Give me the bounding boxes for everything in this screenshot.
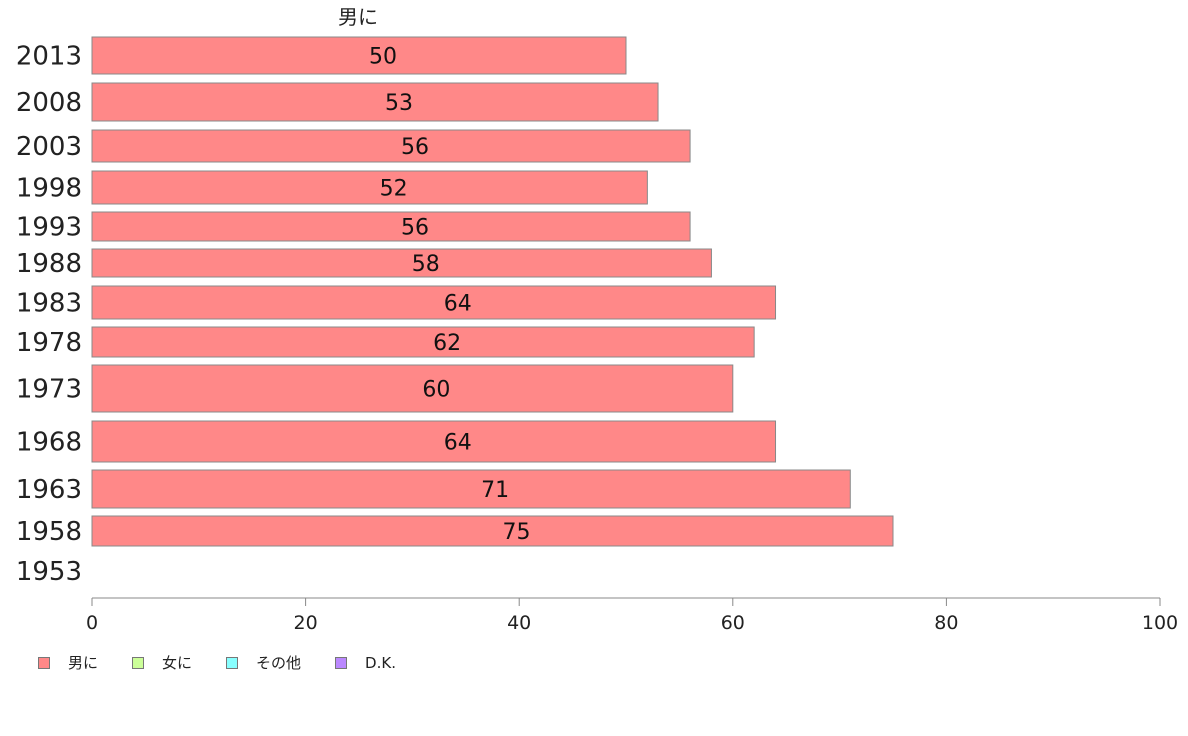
bar-value-label: 56 — [401, 216, 429, 241]
x-tick-label: 40 — [507, 612, 531, 634]
bar-value-label: 53 — [385, 91, 413, 116]
bar — [91, 82, 659, 122]
y-tick-label: 1963 — [16, 475, 82, 505]
bar — [91, 248, 712, 278]
legend-label: その他 — [256, 654, 302, 672]
x-tick-label: 100 — [1142, 612, 1178, 634]
x-tick-label: 80 — [934, 612, 958, 634]
y-tick-label: 1993 — [16, 213, 82, 243]
bar-value-label: 58 — [412, 252, 440, 277]
x-tick-label: 0 — [86, 612, 98, 634]
bar-value-label: 75 — [503, 520, 531, 545]
bar-value-label: 64 — [444, 431, 472, 456]
x-tick-label: 60 — [721, 612, 745, 634]
bar — [91, 469, 851, 509]
bar — [91, 170, 648, 205]
legend-item: 女に — [132, 652, 192, 673]
y-tick-label: 1988 — [16, 249, 82, 279]
x-tick-label: 20 — [294, 612, 318, 634]
y-tick-label: 1958 — [16, 517, 82, 547]
legend-label: D.K. — [365, 653, 396, 672]
legend-swatch — [226, 656, 239, 669]
bar-value-label: 62 — [433, 331, 461, 356]
bar-value-label: 64 — [444, 292, 472, 317]
bar — [91, 364, 734, 413]
bar — [91, 129, 691, 163]
bar-value-label: 52 — [380, 177, 408, 202]
legend-label: 男に — [68, 654, 99, 672]
bar — [91, 36, 627, 75]
bar — [91, 326, 755, 358]
y-tick-label: 2003 — [16, 132, 82, 162]
legend-item: その他 — [226, 652, 301, 673]
bar-value-label: 56 — [401, 135, 429, 160]
legend-swatch — [335, 656, 348, 669]
legend: 男に 女に その他 D.K. — [38, 652, 430, 673]
legend-label: 女に — [162, 654, 193, 672]
column-header-label: 男に — [338, 5, 378, 29]
y-tick-label: 1973 — [16, 375, 82, 405]
bar — [91, 285, 777, 320]
y-tick-label: 1953 — [16, 557, 82, 587]
bar-value-label: 71 — [481, 478, 509, 503]
y-tick-label: 1998 — [16, 174, 82, 204]
bar-value-label: 60 — [422, 378, 450, 403]
legend-swatch — [132, 656, 145, 669]
y-tick-label: 1978 — [16, 328, 82, 358]
bar — [91, 515, 894, 547]
y-tick-label: 2013 — [16, 42, 82, 72]
legend-item: 男に — [38, 652, 98, 673]
bar — [91, 211, 691, 242]
y-tick-label: 1968 — [16, 428, 82, 458]
y-tick-label: 2008 — [16, 88, 82, 118]
bar — [91, 420, 777, 463]
legend-item: D.K. — [335, 654, 396, 672]
y-tick-label: 1983 — [16, 289, 82, 319]
legend-swatch — [38, 656, 50, 669]
bar-value-label: 50 — [369, 45, 397, 70]
